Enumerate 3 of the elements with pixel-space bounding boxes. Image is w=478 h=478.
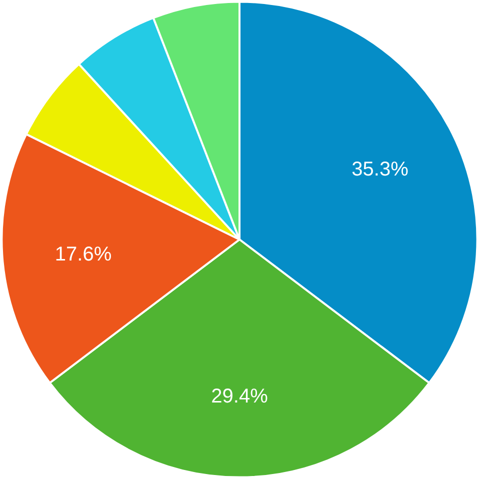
data-label: 29.4% bbox=[211, 385, 268, 408]
data-label: 35.3% bbox=[352, 158, 409, 181]
data-label: 17.6% bbox=[54, 243, 112, 266]
